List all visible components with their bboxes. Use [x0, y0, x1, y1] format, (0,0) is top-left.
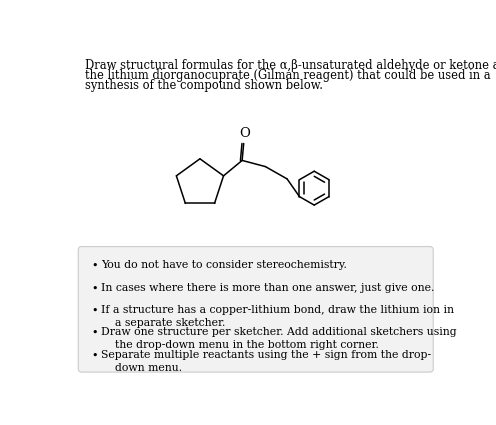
Text: O: O: [239, 127, 250, 140]
Text: •: •: [91, 283, 98, 294]
Text: Separate multiple reactants using the + sign from the drop-
    down menu.: Separate multiple reactants using the + …: [101, 350, 431, 373]
Text: •: •: [91, 261, 98, 271]
Text: synthesis of the compound shown below.: synthesis of the compound shown below.: [85, 79, 323, 92]
Text: You do not have to consider stereochemistry.: You do not have to consider stereochemis…: [101, 261, 347, 270]
Text: •: •: [91, 306, 98, 316]
Text: If a structure has a copper-lithium bond, draw the lithium ion in
    a separate: If a structure has a copper-lithium bond…: [101, 305, 454, 328]
Text: the lithium diorganocuprate (Gilman reagent) that could be used in a: the lithium diorganocuprate (Gilman reag…: [85, 69, 491, 82]
Text: •: •: [91, 351, 98, 360]
Text: In cases where there is more than one answer, just give one.: In cases where there is more than one an…: [101, 283, 434, 293]
FancyBboxPatch shape: [78, 246, 433, 372]
Text: Draw structural formulas for the α,β-unsaturated aldehyde or ketone and: Draw structural formulas for the α,β-uns…: [85, 59, 496, 72]
Text: •: •: [91, 328, 98, 338]
Text: Draw one structure per sketcher. Add additional sketchers using
    the drop-dow: Draw one structure per sketcher. Add add…: [101, 327, 456, 350]
